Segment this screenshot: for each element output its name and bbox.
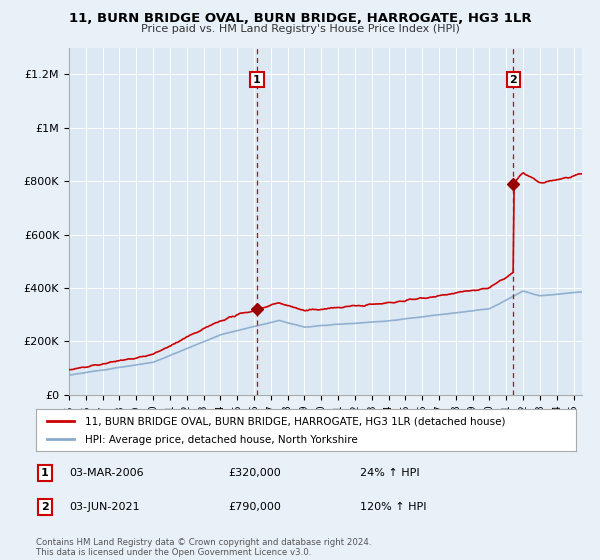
Text: 120% ↑ HPI: 120% ↑ HPI	[360, 502, 427, 512]
Text: 11, BURN BRIDGE OVAL, BURN BRIDGE, HARROGATE, HG3 1LR (detached house): 11, BURN BRIDGE OVAL, BURN BRIDGE, HARRO…	[85, 417, 505, 426]
Text: Contains HM Land Registry data © Crown copyright and database right 2024.
This d: Contains HM Land Registry data © Crown c…	[36, 538, 371, 557]
Text: £790,000: £790,000	[228, 502, 281, 512]
Text: £320,000: £320,000	[228, 468, 281, 478]
Text: 2: 2	[41, 502, 49, 512]
Text: 03-MAR-2006: 03-MAR-2006	[69, 468, 143, 478]
Text: 1: 1	[41, 468, 49, 478]
Text: HPI: Average price, detached house, North Yorkshire: HPI: Average price, detached house, Nort…	[85, 435, 358, 445]
Text: 24% ↑ HPI: 24% ↑ HPI	[360, 468, 419, 478]
Text: 1: 1	[253, 74, 261, 85]
Text: Price paid vs. HM Land Registry's House Price Index (HPI): Price paid vs. HM Land Registry's House …	[140, 24, 460, 34]
Text: 2: 2	[509, 74, 517, 85]
Text: 03-JUN-2021: 03-JUN-2021	[69, 502, 140, 512]
Text: 11, BURN BRIDGE OVAL, BURN BRIDGE, HARROGATE, HG3 1LR: 11, BURN BRIDGE OVAL, BURN BRIDGE, HARRO…	[68, 12, 532, 25]
